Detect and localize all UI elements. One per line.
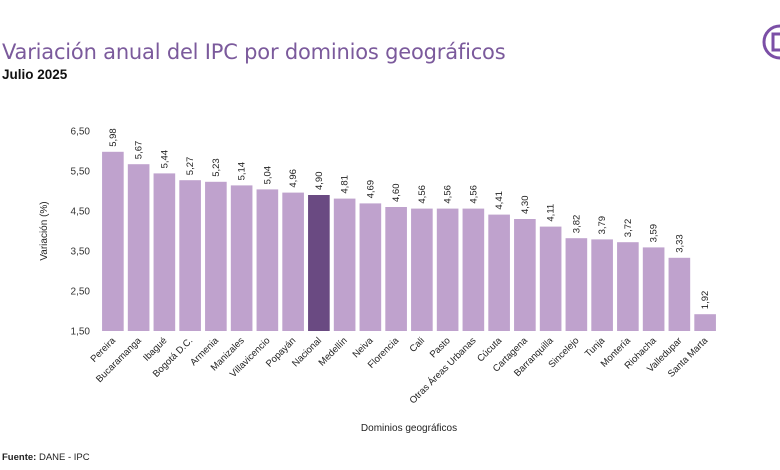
data-label: 5,98 <box>108 128 119 147</box>
bar <box>179 180 201 331</box>
data-label: 4,56 <box>468 185 479 204</box>
data-label: 5,04 <box>262 166 273 185</box>
x-tick-label: Bucaramanga <box>94 335 144 385</box>
bar <box>282 192 304 331</box>
y-tick-label: 4,50 <box>71 207 91 218</box>
bar <box>205 181 227 331</box>
data-label: 4,56 <box>443 185 454 204</box>
data-label: 5,27 <box>185 157 196 176</box>
bar <box>488 214 510 331</box>
data-label: 3,79 <box>597 216 608 235</box>
source-text: DANE - IPC <box>36 452 90 463</box>
data-label: 5,14 <box>237 162 248 181</box>
bar <box>591 239 613 331</box>
bar <box>333 198 356 331</box>
y-tick-label: 2,50 <box>71 287 91 298</box>
y-axis-title: Variación (%) <box>39 201 50 260</box>
source-label: Fuente: <box>2 452 37 463</box>
data-label: 4,41 <box>494 191 505 210</box>
data-label: 3,33 <box>674 234 685 253</box>
bar <box>127 164 150 331</box>
bar <box>642 247 665 331</box>
bar <box>385 207 407 331</box>
data-label: 5,44 <box>159 150 170 169</box>
x-axis-title: Dominios geográficos <box>361 423 457 434</box>
data-label: 5,23 <box>211 158 222 177</box>
data-label: 3,72 <box>623 219 634 238</box>
bar <box>668 257 691 331</box>
bar <box>256 189 279 331</box>
bar <box>694 314 716 331</box>
y-tick-label: 5,50 <box>71 167 91 178</box>
bar <box>462 208 485 331</box>
data-label: 4,60 <box>391 184 402 203</box>
data-label: 5,67 <box>134 141 145 160</box>
bar <box>153 173 176 331</box>
bar <box>436 208 459 331</box>
data-label: 4,81 <box>340 175 351 194</box>
y-tick-label: 6,50 <box>71 127 91 138</box>
bar <box>102 151 124 331</box>
data-label: 4,30 <box>520 196 531 215</box>
data-label: 3,82 <box>571 215 582 234</box>
y-tick-label: 1,50 <box>71 327 91 338</box>
bar <box>514 219 536 331</box>
data-label: 4,69 <box>365 180 376 199</box>
data-label: 4,90 <box>314 172 325 191</box>
source-note: Fuente: DANE - IPC <box>2 452 90 463</box>
x-tick-label: Medellín <box>317 335 350 368</box>
data-label: 4,56 <box>417 185 428 204</box>
dane-logo-icon <box>760 22 780 62</box>
y-axis-ticks: 1,50 2,50 3,50 4,50 5,50 6,50 <box>71 127 91 338</box>
bar <box>308 195 330 331</box>
chart-subtitle: Julio 2025 <box>2 67 68 82</box>
data-label: 4,96 <box>288 169 299 188</box>
bar <box>359 203 382 331</box>
data-label: 3,59 <box>649 224 660 243</box>
bar <box>617 242 639 331</box>
data-label: 4,11 <box>546 204 557 222</box>
bar <box>411 208 433 331</box>
bars <box>102 151 716 331</box>
data-labels: 5,98 5,67 5,44 5,27 5,23 5,14 5,04 4,96 4,90 4,81… <box>108 128 711 309</box>
chart-title: Variación anual del IPC por dominios geo… <box>2 40 506 64</box>
data-label: 1,92 <box>700 291 711 310</box>
x-tick-label: Cali <box>408 335 427 354</box>
bar <box>565 238 588 331</box>
y-tick-label: 3,50 <box>71 247 91 258</box>
bar <box>230 185 253 331</box>
bar <box>539 226 562 331</box>
